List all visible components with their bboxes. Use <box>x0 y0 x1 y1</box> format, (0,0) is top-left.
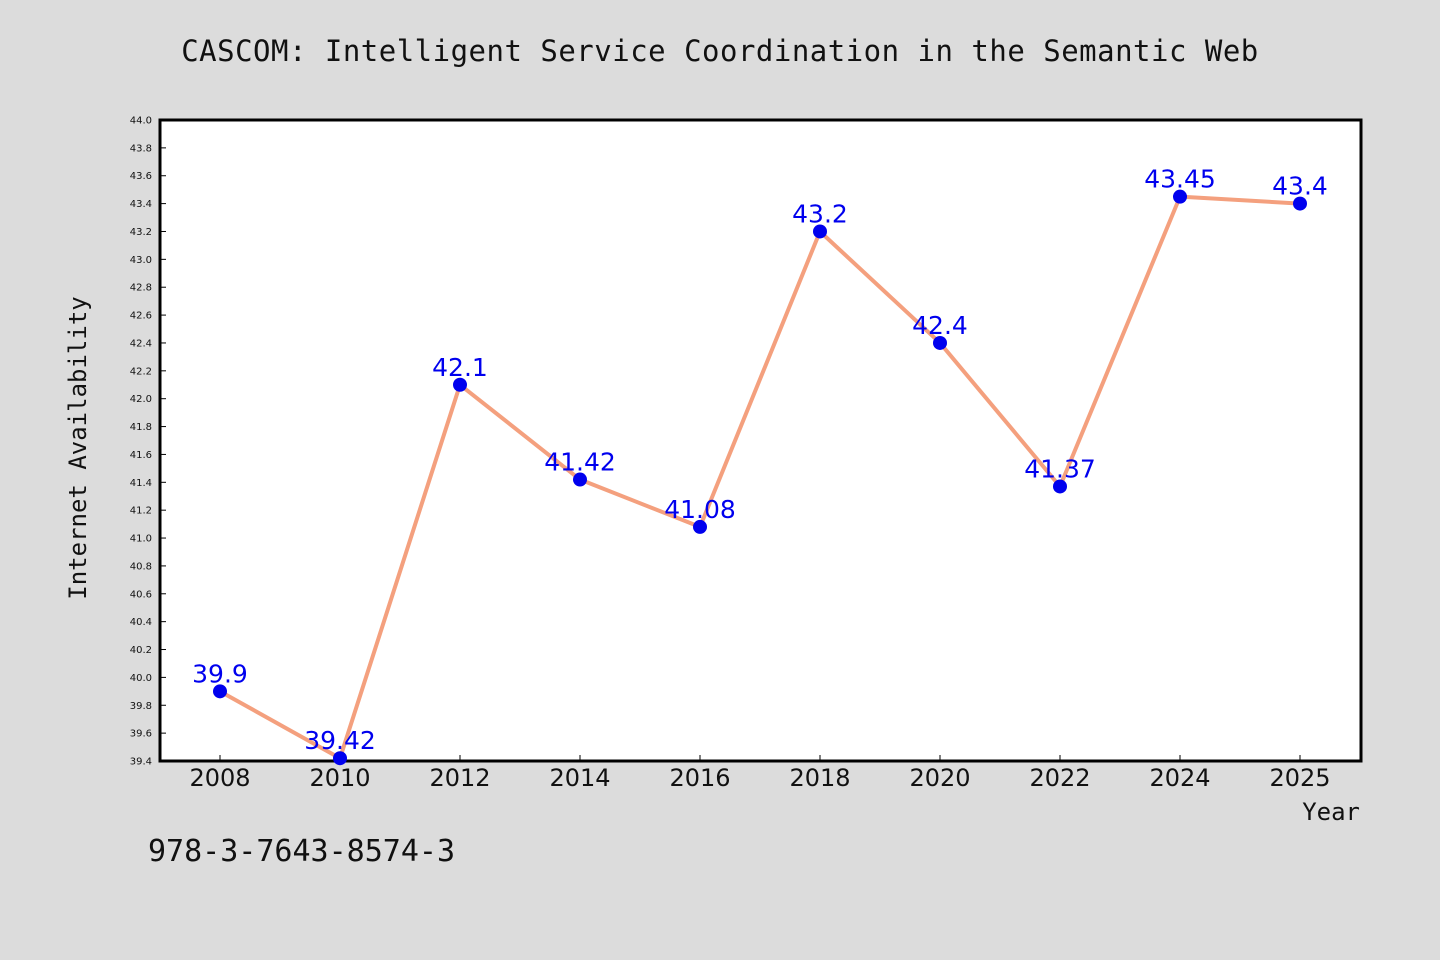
x-tick-label: 2008 <box>189 764 250 792</box>
data-point <box>1293 196 1307 211</box>
y-tick-label: 41.4 <box>130 478 152 489</box>
data-point <box>573 472 587 487</box>
y-tick-label: 41.8 <box>130 422 152 433</box>
y-tick-label: 40.8 <box>130 561 152 572</box>
y-tick-label: 43.0 <box>130 255 152 266</box>
isbn-label: 978-3-7643-8574-3 <box>148 834 456 869</box>
y-tick-label: 42.2 <box>130 366 152 377</box>
data-point <box>1053 479 1067 494</box>
series-line <box>219 194 1301 761</box>
data-point <box>933 335 947 350</box>
y-tick-label: 41.2 <box>130 506 152 517</box>
y-axis-title: Internet Availability <box>64 296 92 599</box>
x-tick-label: 2014 <box>549 764 610 792</box>
data-label: 42.1 <box>432 353 488 382</box>
data-label: 41.37 <box>1024 454 1096 483</box>
y-tick-label: 43.4 <box>130 199 152 210</box>
y-tick-label: 39.6 <box>130 729 152 740</box>
series-layer: 39.9 39.42 42.1 41.42 41.08 43.2 42.4 41.37 43.4… <box>192 165 1328 766</box>
x-tick-label: 2012 <box>429 764 490 792</box>
x-tick-label: 2010 <box>309 764 370 792</box>
data-label: 39.9 <box>192 659 248 688</box>
y-tick-label: 42.6 <box>130 311 152 322</box>
x-tick-label: 2018 <box>789 764 850 792</box>
data-label: 43.2 <box>792 199 848 228</box>
x-axis: 2008 2010 2012 2014 2016 2018 2020 2022 2024 2025 <box>189 755 1331 792</box>
y-tick-label: 41.0 <box>130 534 152 545</box>
data-label: 39.42 <box>304 726 376 755</box>
y-tick-label: 40.6 <box>130 589 152 600</box>
y-tick-label: 39.8 <box>130 701 152 712</box>
x-tick-label: 2025 <box>1269 764 1330 792</box>
data-label: 42.4 <box>912 311 968 340</box>
y-tick-label: 42.0 <box>130 394 152 405</box>
data-point <box>213 684 227 699</box>
data-point <box>333 751 347 766</box>
data-label: 43.45 <box>1144 165 1216 194</box>
x-tick-label: 2024 <box>1149 764 1210 792</box>
y-tick-label: 41.6 <box>130 450 152 461</box>
data-point <box>453 377 467 392</box>
data-label: 41.08 <box>664 495 736 524</box>
x-tick-label: 2016 <box>669 764 730 792</box>
data-label: 41.42 <box>544 448 616 477</box>
chart-title: CASCOM: Intelligent Service Coordination… <box>181 34 1259 68</box>
y-tick-label: 40.0 <box>130 673 152 684</box>
y-tick-label: 43.6 <box>130 171 152 182</box>
y-tick-label: 43.8 <box>130 143 152 154</box>
plot-area <box>158 118 1363 763</box>
x-tick-label: 2020 <box>909 764 970 792</box>
x-axis-title: Year <box>1302 798 1360 826</box>
y-tick-label: 42.8 <box>130 283 152 294</box>
y-tick-label: 40.4 <box>130 617 152 628</box>
y-tick-label: 44.0 <box>130 116 152 127</box>
x-tick-label: 2022 <box>1029 764 1090 792</box>
data-point <box>693 519 707 534</box>
data-point <box>1173 189 1187 204</box>
y-tick-label: 40.2 <box>130 645 152 656</box>
y-tick-label: 39.4 <box>130 757 152 768</box>
data-point <box>813 224 827 239</box>
y-tick-label: 42.4 <box>130 338 152 349</box>
y-axis: 39.4 39.6 39.8 40.0 40.2 40.4 40.6 40.8 41.0 41.2… <box>130 116 166 768</box>
y-tick-label: 43.2 <box>130 227 152 238</box>
data-label: 43.4 <box>1272 172 1328 201</box>
